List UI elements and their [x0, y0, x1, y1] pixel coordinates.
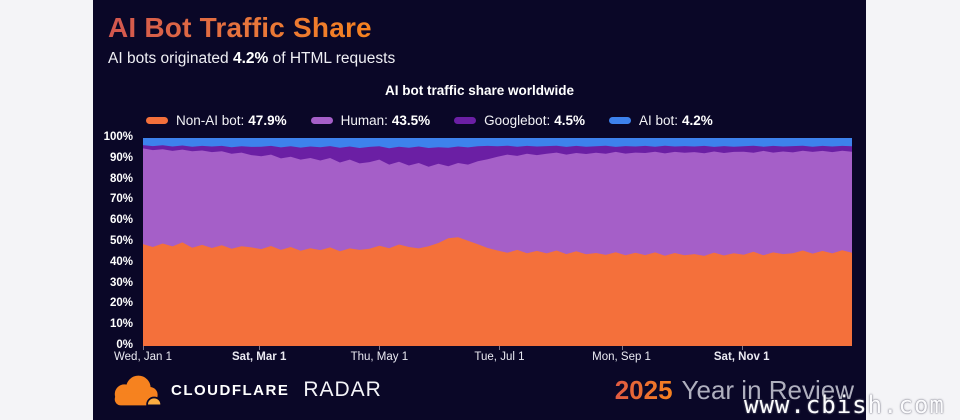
y-axis-label: 30% — [109, 276, 133, 289]
y-axis-label: 100% — [103, 131, 133, 143]
page-subtitle: AI bots originated 4.2% of HTML requests — [108, 50, 395, 68]
chart-plot-area — [143, 138, 852, 346]
legend-item-human: Human: 43.5% — [310, 113, 431, 128]
x-axis-tick — [379, 346, 381, 350]
legend-value: 4.5% — [554, 113, 585, 128]
legend-item-ai-bot: AI bot: 4.2% — [608, 113, 713, 128]
legend-value: 4.2% — [682, 113, 713, 128]
x-axis-label: Tue, Jul 1 — [474, 351, 525, 363]
x-axis-label: Thu, May 1 — [350, 351, 409, 363]
y-axis-label: 80% — [109, 172, 133, 185]
y-axis-label: 60% — [109, 214, 133, 227]
legend-item-googlebot: Googlebot: 4.5% — [454, 113, 585, 128]
legend-value: 47.9% — [248, 113, 287, 128]
subtitle-value: 4.2% — [232, 50, 269, 67]
chart-legend: Non-AI bot: 47.9% Human: 43.5% Googlebot: 4.5… — [146, 113, 713, 128]
legend-label: AI bot: — [638, 113, 679, 128]
x-axis-tick — [499, 346, 501, 350]
y-axis-label: 20% — [109, 297, 133, 310]
subtitle-suffix: of HTML requests — [268, 50, 396, 67]
y-axis-label: 0% — [116, 339, 133, 351]
footer: CLOUDFLARE RADAR 2025 Year in Review — [105, 366, 854, 414]
page-title: AI Bot Traffic Share — [108, 12, 372, 43]
brand-name: CLOUDFLARE — [171, 381, 290, 399]
legend-swatch-icon — [146, 117, 168, 124]
x-axis-label: Sat, Nov 1 — [713, 351, 770, 363]
y-axis-label: 10% — [109, 318, 133, 331]
year-label: 2025 — [614, 374, 673, 405]
watermark: www.cbish.com — [744, 391, 945, 419]
x-axis-tick — [259, 346, 261, 350]
cloudflare-logo-icon — [114, 375, 163, 406]
product-name: RADAR — [303, 378, 382, 401]
x-axis-tick — [143, 346, 144, 350]
tagline-label: Year in Review — [681, 374, 854, 405]
legend-swatch-icon — [454, 117, 477, 124]
y-axis: 100% 90% 80% 70% 60% 50% 40% 30% 20% 10% 0% — [93, 0, 138, 420]
year-in-review: 2025 Year in Review — [615, 375, 854, 406]
brand-lockup: CLOUDFLARE RADAR — [105, 373, 382, 408]
legend-value: 43.5% — [391, 113, 431, 128]
legend-label: Googlebot: — [484, 113, 551, 128]
y-axis-label: 50% — [109, 235, 133, 247]
x-axis-label: Mon, Sep 1 — [592, 351, 651, 363]
x-axis-tick — [741, 346, 743, 350]
area-series-non-ai-bot — [143, 237, 852, 346]
stacked-area-chart — [143, 138, 852, 346]
y-axis-label: 70% — [109, 193, 133, 206]
x-axis-tick — [621, 346, 623, 350]
legend-label: Non-AI bot: — [176, 113, 245, 128]
legend-swatch-icon — [608, 117, 631, 124]
y-axis-label: 40% — [109, 255, 133, 268]
infographic-card: AI Bot Traffic Share AI bots originated … — [93, 0, 866, 420]
legend-item-non-ai-bot: Non-AI bot: 47.9% — [146, 113, 287, 128]
x-axis-label: Sat, Mar 1 — [232, 351, 287, 363]
legend-swatch-icon — [310, 117, 333, 124]
chart-title: AI bot traffic share worldwide — [384, 83, 575, 98]
subtitle-prefix: AI bots originated — [108, 50, 233, 67]
y-axis-label: 90% — [109, 151, 133, 164]
legend-label: Human: — [340, 113, 388, 128]
x-axis-label: Wed, Jan 1 — [114, 351, 172, 363]
